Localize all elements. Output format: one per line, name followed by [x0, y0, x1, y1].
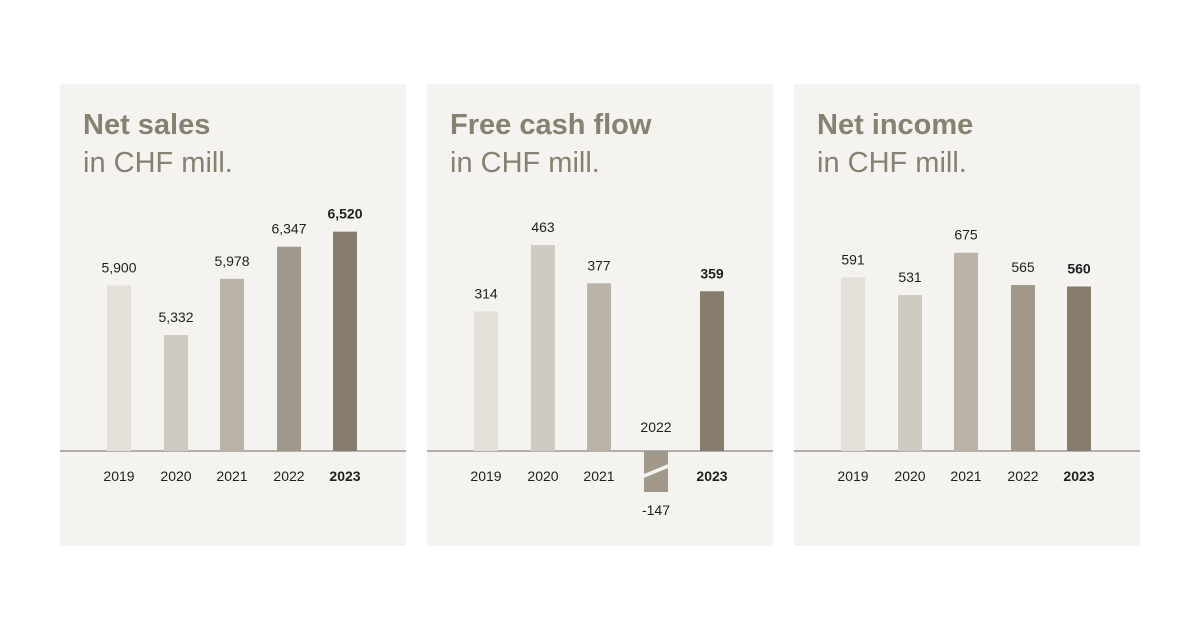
- net-sales-subtitle: in CHF mill.: [83, 147, 233, 179]
- free-cash-flow-panel: Free cash flow in CHF mill. 314 2019 463 20…: [427, 84, 773, 546]
- data-label-2022: -147: [642, 502, 670, 518]
- data-label-2020: 463: [531, 219, 555, 235]
- net-income-panel: Net income in CHF mill. 591 2019 531 2020 67…: [794, 84, 1140, 546]
- bar-2020: [164, 335, 188, 451]
- net-income-subtitle: in CHF mill.: [817, 147, 967, 179]
- category-label-2020: 2020: [527, 468, 558, 484]
- bar-2019: [474, 311, 498, 451]
- category-label-2023: 2023: [329, 468, 360, 484]
- data-label-2021: 675: [954, 227, 978, 243]
- data-label-2021: 5,978: [214, 253, 249, 269]
- category-label-2022: 2022: [1007, 468, 1038, 484]
- bar-2019: [107, 285, 131, 451]
- net-sales-title: Net sales: [83, 109, 211, 141]
- bar-2022: [1011, 285, 1035, 451]
- data-label-2020: 531: [898, 269, 922, 285]
- category-label-2023: 2023: [696, 468, 727, 484]
- data-label-2023: 560: [1067, 261, 1091, 277]
- bar-2023: [333, 231, 357, 451]
- bar-2023: [700, 291, 724, 451]
- data-label-2021: 377: [587, 257, 611, 273]
- bar-2021: [954, 252, 978, 451]
- free-cash-flow-chart: 314 2019 463 2020 377 2021 -147 2022 359 2023: [427, 219, 773, 518]
- category-label-2023: 2023: [1063, 468, 1094, 484]
- bar-2023: [1067, 286, 1091, 451]
- category-label-2022: 2022: [640, 419, 671, 435]
- free-cash-flow-subtitle: in CHF mill.: [450, 147, 600, 179]
- bar-2021: [587, 283, 611, 451]
- category-label-2019: 2019: [837, 468, 868, 484]
- data-label-2022: 6,347: [271, 221, 306, 237]
- data-label-2023: 6,520: [327, 206, 362, 222]
- axis-break-mark: [638, 462, 674, 480]
- bar-2019: [841, 277, 865, 451]
- data-label-2019: 591: [841, 251, 865, 267]
- category-label-2021: 2021: [583, 468, 614, 484]
- category-label-2022: 2022: [273, 468, 304, 484]
- bar-2020: [531, 245, 555, 451]
- data-label-2020: 5,332: [158, 309, 193, 325]
- data-label-2023: 359: [700, 265, 724, 281]
- category-label-2021: 2021: [950, 468, 981, 484]
- net-income-title: Net income: [817, 109, 974, 141]
- data-label-2019: 5,900: [101, 260, 136, 276]
- net-income-chart: 591 2019 531 2020 675 2021 565 2022 560 2023: [794, 227, 1140, 484]
- bar-2022: [277, 246, 301, 451]
- category-label-2020: 2020: [160, 468, 191, 484]
- data-label-2019: 314: [474, 285, 498, 301]
- net-sales-chart: 5,900 2019 5,332 2020 5,978 2021 6,347 2022 6,52…: [60, 206, 406, 484]
- data-label-2022: 565: [1011, 259, 1035, 275]
- category-label-2019: 2019: [103, 468, 134, 484]
- bar-2021: [220, 278, 244, 451]
- category-label-2020: 2020: [894, 468, 925, 484]
- bar-2020: [898, 295, 922, 451]
- free-cash-flow-title: Free cash flow: [450, 109, 652, 141]
- category-label-2019: 2019: [470, 468, 501, 484]
- category-label-2021: 2021: [216, 468, 247, 484]
- net-sales-panel: Net sales in CHF mill. 5,900 2019 5,332 202…: [60, 84, 406, 546]
